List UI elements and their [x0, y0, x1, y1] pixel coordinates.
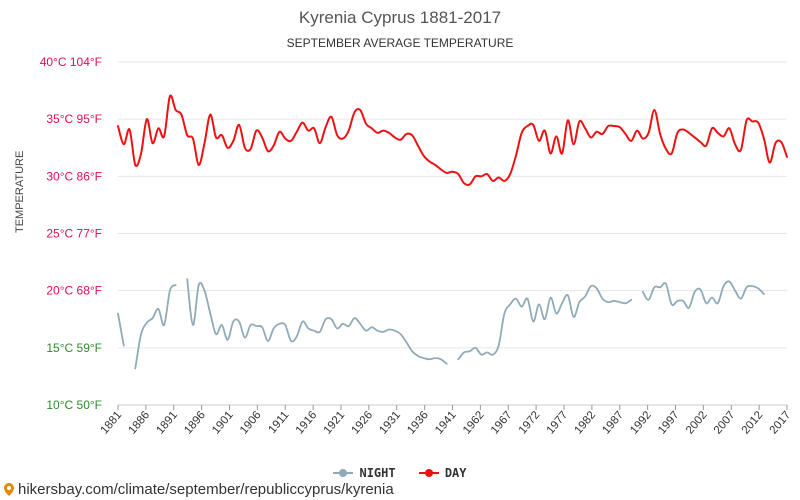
x-tick-label: 1906	[238, 409, 264, 436]
grid-lines	[118, 61, 787, 406]
x-tick-label: 1982	[573, 409, 599, 436]
x-tick-label: 1962	[461, 409, 487, 436]
series-line-day	[117, 94, 788, 186]
x-tick-label: 1911	[266, 409, 291, 436]
legend-item-night[interactable]: NIGHT	[333, 466, 396, 480]
series-line-night	[186, 278, 448, 365]
y-tick-label: 40°C 104°F	[40, 55, 102, 69]
y-tick-label: 20°C 68°F	[46, 284, 102, 298]
chart-plot: 10°C 50°F 15°C 59°F 20°C 68°F 25°C 77°F 30°C…	[40, 55, 794, 437]
legend-label-day: DAY	[444, 466, 467, 480]
x-tick-label: 1997	[656, 409, 682, 436]
series-lines	[117, 94, 788, 370]
x-tick-label: 1992	[628, 409, 654, 436]
footer-url: hikersbay.com/climate/september/republic…	[18, 481, 394, 498]
x-tick-label: 1921	[322, 409, 348, 436]
x-tick-label: 1896	[182, 409, 208, 436]
y-tick-label: 30°C 86°F	[46, 169, 102, 183]
x-tick-label: 1941	[433, 409, 459, 436]
y-tick-label: 10°C 50°F	[46, 398, 102, 412]
x-tick-labels: 1881 1886 1891 1896 1901 1906 1911 1916 1921 1926…	[99, 405, 794, 437]
y-tick-labels: 10°C 50°F 15°C 59°F 20°C 68°F 25°C 77°F 30°C…	[40, 55, 102, 412]
x-tick-label: 2017	[768, 409, 794, 436]
x-tick-label: 2007	[712, 409, 738, 436]
legend: NIGHT DAY	[0, 463, 800, 480]
x-tick-label: 1931	[377, 409, 403, 436]
x-tick-label: 1881	[99, 409, 125, 436]
chart-title: Kyrenia Cyprus 1881-2017	[298, 8, 502, 27]
y-tick-label: 35°C 95°F	[46, 112, 102, 126]
x-tick-label: 1926	[350, 409, 376, 436]
series-line-night	[134, 284, 177, 370]
footer-link[interactable]: hikersbay.com/climate/september/republic…	[4, 481, 394, 498]
series-line-night	[117, 312, 125, 347]
x-tick-label: 1886	[127, 409, 153, 436]
x-tick-label: 1916	[294, 409, 320, 436]
x-tick-label: 1972	[517, 409, 543, 436]
x-tick-label: 1891	[154, 409, 180, 436]
legend-swatch-night	[333, 469, 354, 477]
x-tick-label: 2012	[740, 409, 766, 436]
x-tick-label: 1967	[489, 409, 515, 436]
x-tick-label: 1987	[600, 409, 626, 436]
x-tick-label: 2002	[684, 409, 710, 436]
series-line-night	[641, 280, 765, 309]
legend-swatch-day	[418, 469, 439, 477]
x-tick-label: 1936	[405, 409, 431, 436]
series-line-night	[457, 284, 633, 361]
y-tick-label: 15°C 59°F	[46, 341, 102, 355]
chart-subtitle: SEPTEMBER AVERAGE TEMPERATURE	[286, 36, 514, 50]
x-tick-label: 1977	[545, 409, 571, 436]
legend-label-night: NIGHT	[359, 466, 396, 480]
y-tick-label: 25°C 77°F	[46, 227, 102, 241]
legend-item-day[interactable]: DAY	[418, 466, 467, 480]
x-tick-label: 1901	[210, 409, 236, 436]
location-pin-icon	[4, 483, 14, 496]
